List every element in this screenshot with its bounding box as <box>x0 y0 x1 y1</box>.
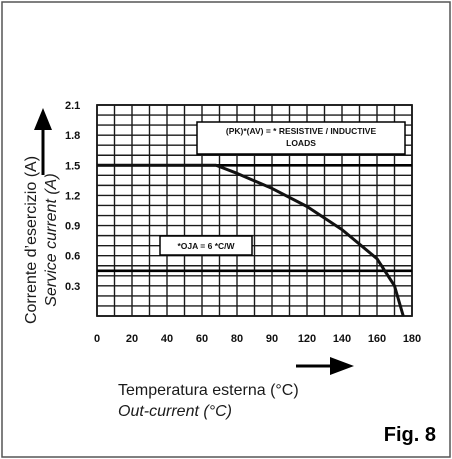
plot-frame <box>96 104 413 317</box>
y-axis-label: Corrente d’esercizio (A) Service current… <box>22 156 62 324</box>
y-tick-label: 0.6 <box>65 251 80 263</box>
x-tick-label: 60 <box>196 333 208 345</box>
x-tick-label: 180 <box>403 333 421 345</box>
annotation-box <box>196 121 406 155</box>
x-label-italian: Temperatura esterna (°C) <box>118 382 299 399</box>
y-tick-label: 0.9 <box>65 221 80 233</box>
figure-label: Fig. 8 <box>383 424 436 446</box>
annotation-text: (PK)*(AV) = * RESISTIVE / INDUCTIVE <box>226 126 377 136</box>
y-tick-label: 2.1 <box>65 100 80 112</box>
y-tick-label: 0.3 <box>65 281 80 293</box>
annotation-box <box>159 235 253 256</box>
y-label-italian: Corrente d’esercizio (A) <box>23 155 40 325</box>
y-axis-label-wrap: Corrente d’esercizio (A) Service current… <box>12 120 72 360</box>
x-tick-label: 80 <box>231 333 243 345</box>
annotation-text: *OJA = 6 *C/W <box>177 241 235 251</box>
x-tick-label: 0 <box>94 333 100 345</box>
annotation-text: LOADS <box>286 138 316 148</box>
x-tick-label: 160 <box>368 333 386 345</box>
y-label-english: Service current (A) <box>43 173 60 307</box>
y-axis-arrow-head <box>34 108 52 130</box>
derating-curve <box>97 163 405 317</box>
x-tick-label: 90 <box>266 333 278 345</box>
x-label-english: Out-current (°C) <box>118 403 232 420</box>
x-tick-label: 120 <box>298 333 316 345</box>
x-tick-label: 140 <box>333 333 351 345</box>
x-axis-label: Temperatura esterna (°C) Out-current (°C… <box>118 380 299 422</box>
x-tick-label: 40 <box>161 333 173 345</box>
y-tick-label: 1.2 <box>65 190 80 202</box>
y-tick-label: 1.5 <box>65 160 80 172</box>
x-tick-label: 20 <box>126 333 138 345</box>
x-axis-arrow-head <box>330 357 354 375</box>
y-tick-label: 1.8 <box>65 130 80 142</box>
